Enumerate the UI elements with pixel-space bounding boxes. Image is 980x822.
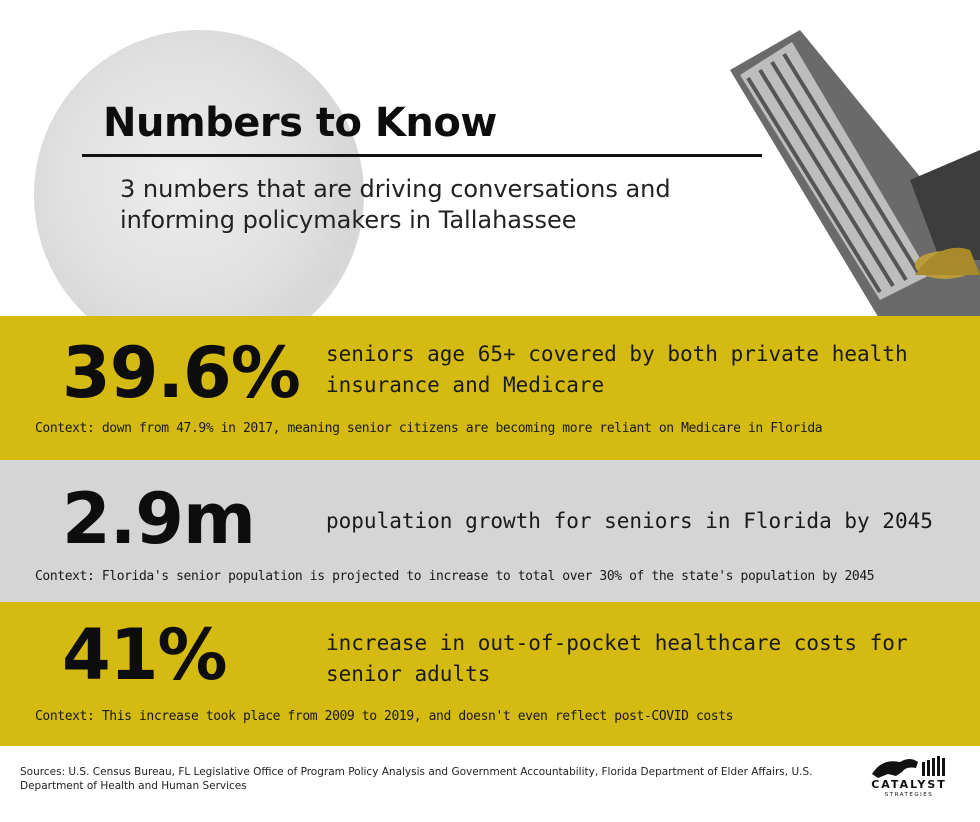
page-title: Numbers to Know bbox=[103, 100, 497, 146]
stat-context: Context: down from 47.9% in 2017, meanin… bbox=[35, 421, 823, 436]
sources-note: Sources: U.S. Census Bureau, FL Legislat… bbox=[20, 766, 813, 792]
stat-band-2: 2.9m population growth for seniors in Fl… bbox=[0, 460, 980, 602]
stat-band-3: 41% increase in out-of-pocket healthcare… bbox=[0, 602, 980, 746]
stat-description: seniors age 65+ covered by both private … bbox=[326, 342, 908, 397]
stat-value: 41% bbox=[62, 614, 228, 696]
stat-band-1: 39.6% seniors age 65+ covered by both pr… bbox=[0, 316, 980, 460]
stat-context: Context: This increase took place from 2… bbox=[35, 709, 734, 724]
capitol-tower-icon bbox=[730, 30, 980, 316]
title-underline bbox=[82, 154, 762, 157]
logo-subtitle: STRATEGIES bbox=[884, 792, 934, 798]
bull-logo-icon bbox=[872, 756, 945, 778]
stat-value: 39.6% bbox=[62, 332, 301, 414]
logo-name: CATALYST bbox=[871, 778, 947, 791]
header-section: Numbers to Know 3 numbers that are drivi… bbox=[0, 0, 980, 316]
page-subtitle: 3 numbers that are driving conversations… bbox=[120, 175, 671, 234]
stat-description: population growth for seniors in Florida… bbox=[326, 509, 933, 533]
stat-value: 2.9m bbox=[62, 478, 256, 560]
moon-texture-decoration bbox=[34, 30, 364, 316]
stat-context: Context: Florida's senior population is … bbox=[35, 569, 875, 584]
stat-description: increase in out-of-pocket healthcare cos… bbox=[326, 631, 908, 686]
